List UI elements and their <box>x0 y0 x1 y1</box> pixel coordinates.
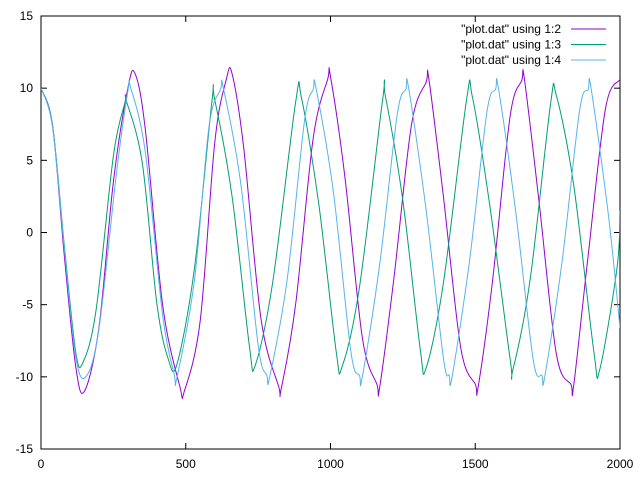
series-layer <box>41 67 620 400</box>
x-tick-label: 1500 <box>462 457 489 471</box>
x-axis: 0 500 1000 1500 2000 <box>38 16 634 471</box>
legend-label-3: "plot.dat" using 1:4 <box>461 53 561 67</box>
x-tick-label: 1000 <box>317 457 344 471</box>
plot-border <box>40 15 621 450</box>
legend: "plot.dat" using 1:2 "plot.dat" using 1:3… <box>461 22 606 67</box>
y-tick-label: 15 <box>20 9 34 23</box>
y-tick-label: -5 <box>22 298 33 312</box>
legend-label-2: "plot.dat" using 1:3 <box>461 38 561 52</box>
series-line-2 <box>41 79 620 380</box>
x-tick-label: 0 <box>38 457 45 471</box>
series-line-3 <box>41 77 620 387</box>
y-axis: -15 -10 -5 0 5 10 15 <box>16 9 620 456</box>
plot-area <box>40 15 621 450</box>
y-tick-label: -10 <box>16 370 34 384</box>
x-tick-label: 500 <box>176 457 196 471</box>
y-tick-label: 0 <box>26 226 33 240</box>
y-tick-label: 10 <box>20 81 34 95</box>
series-line-1 <box>41 67 620 400</box>
y-tick-label: -15 <box>16 442 34 456</box>
y-tick-label: 5 <box>26 153 33 167</box>
x-tick-label: 2000 <box>607 457 634 471</box>
legend-label-1: "plot.dat" using 1:2 <box>461 22 561 36</box>
